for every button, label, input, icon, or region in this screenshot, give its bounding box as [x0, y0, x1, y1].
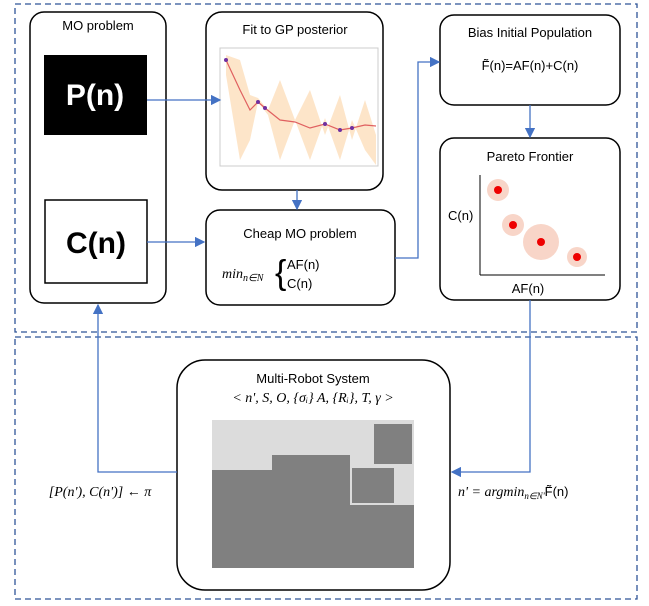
mo-title: MO problem — [62, 18, 134, 33]
p-label: P(n) — [66, 79, 124, 112]
selection-main: n' = argmin — [458, 485, 524, 500]
arrow — [452, 300, 530, 472]
brace: { — [275, 254, 286, 292]
map — [212, 420, 414, 568]
min-sub: n∈N — [243, 273, 265, 284]
mrs-tuple: < n', S, O, {σᵢ} A, {Rᵢ}, T, γ > — [232, 391, 393, 406]
feedback-label: [P(n'), C(n')] ← π — [49, 485, 152, 500]
pareto-title: Pareto Frontier — [487, 149, 574, 164]
pareto-y-label: C(n) — [448, 208, 473, 223]
min-word: min — [222, 267, 243, 282]
c-label: C(n) — [66, 227, 126, 260]
bias-title: Bias Initial Population — [468, 25, 592, 40]
objective: C(n) — [287, 276, 312, 291]
gp-title: Fit to GP posterior — [242, 22, 348, 37]
selection-label: n' = argminn∈N'F̃(n) — [458, 484, 569, 501]
arrow — [98, 305, 177, 472]
arrow — [395, 62, 439, 258]
selection-suffix: F̃(n) — [545, 484, 569, 499]
pareto-x-label: AF(n) — [512, 281, 545, 296]
cheap-title: Cheap MO problem — [243, 226, 356, 241]
selection-sub: n∈N' — [524, 491, 545, 501]
bias-formula: F̃(n)=AF(n)+C(n) — [482, 58, 579, 73]
diagram: MO problem P(n) C(n) Fit to GP posterior… — [0, 0, 649, 601]
mrs-title: Multi-Robot System — [256, 371, 369, 386]
objective: AF(n) — [287, 257, 320, 272]
